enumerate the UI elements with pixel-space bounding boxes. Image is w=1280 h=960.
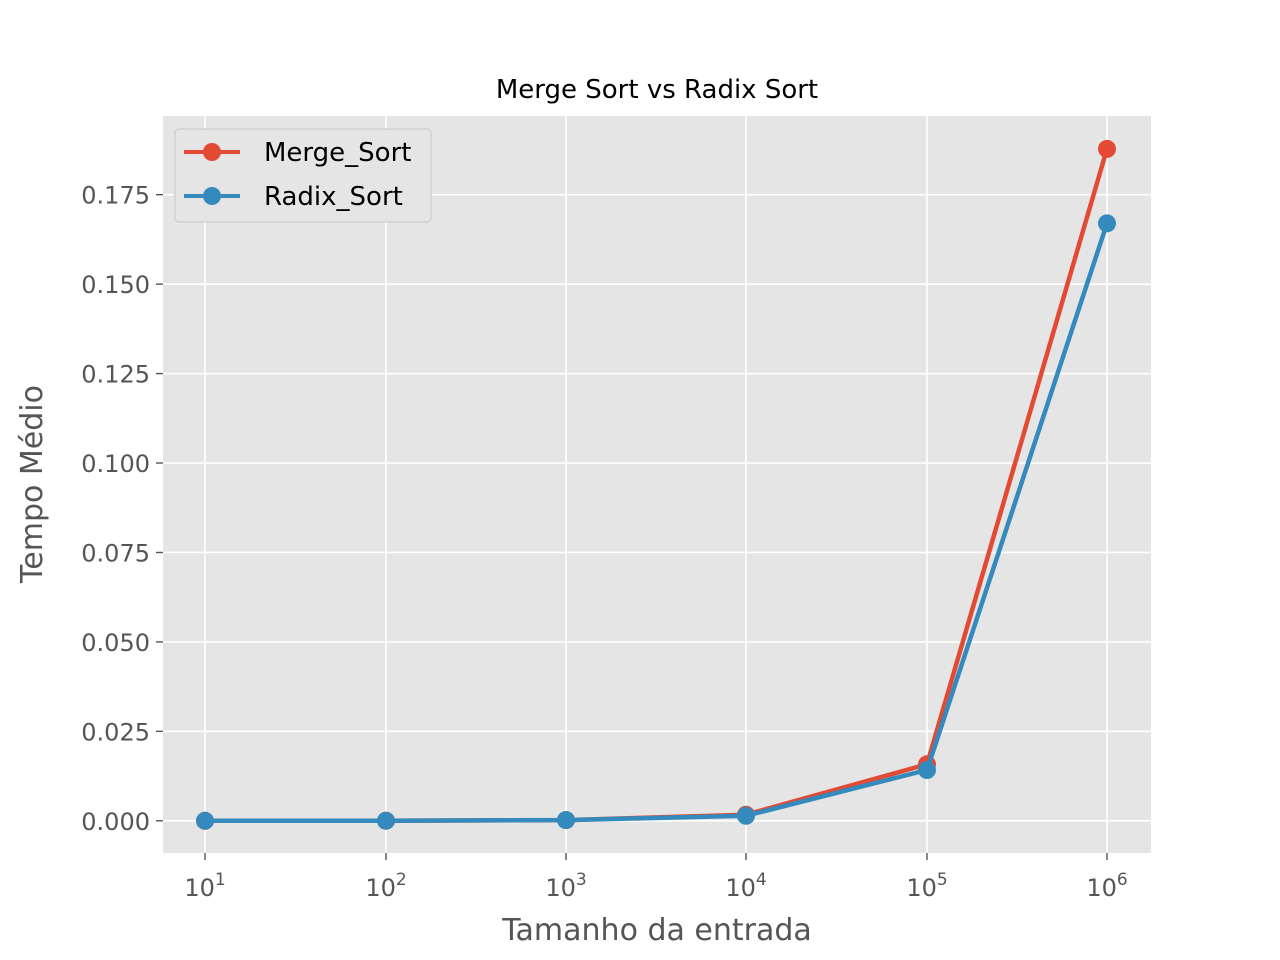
y-tick-label: 0.000 xyxy=(81,808,150,836)
x-tick-label: 102 xyxy=(365,870,406,902)
y-axis-ticks: 0.000 0.025 0.050 0.075 0.100 0.125 0.150 0.175 xyxy=(81,182,163,836)
data-point-radix-sort xyxy=(377,811,395,830)
y-axis-label: Tempo Médio xyxy=(15,385,50,584)
y-tick-label: 0.175 xyxy=(81,182,150,210)
series-line-radix-sort xyxy=(204,222,1110,824)
y-tick-label: 0.100 xyxy=(81,450,150,478)
legend-marker-radix-sort xyxy=(203,187,221,205)
chart-title: Merge Sort vs Radix Sort xyxy=(496,75,818,105)
data-point-radix-sort xyxy=(196,811,214,830)
legend-label-radix-sort: Radix_Sort xyxy=(264,182,403,212)
x-tick-label: 103 xyxy=(545,870,586,902)
y-tick-label: 0.025 xyxy=(81,718,150,746)
y-tick-label: 0.125 xyxy=(81,361,150,389)
data-point-radix-sort xyxy=(1098,214,1116,233)
x-axis-ticks: 101 102 103 104 105 106 xyxy=(184,853,1128,902)
x-tick-label: 106 xyxy=(1086,870,1127,902)
x-tick-label: 104 xyxy=(725,870,766,902)
series-layer xyxy=(196,139,1116,830)
data-point-radix-sort xyxy=(557,811,575,830)
y-tick-label: 0.150 xyxy=(81,271,150,299)
data-point-merge-sort xyxy=(1098,139,1116,158)
x-tick-label: 105 xyxy=(906,870,947,902)
x-axis-label: Tamanho da entrada xyxy=(501,913,812,948)
legend-marker-merge-sort xyxy=(203,143,221,161)
legend-label-merge-sort: Merge_Sort xyxy=(264,138,411,168)
y-tick-label: 0.075 xyxy=(81,539,150,567)
x-tick-label: 101 xyxy=(184,870,225,902)
data-point-radix-sort xyxy=(918,761,936,779)
data-point-radix-sort xyxy=(737,806,755,825)
y-tick-label: 0.050 xyxy=(81,629,150,657)
x-gridlines xyxy=(204,116,1108,853)
plot-background xyxy=(163,116,1151,853)
legend: Merge_Sort Radix_Sort xyxy=(174,128,432,223)
